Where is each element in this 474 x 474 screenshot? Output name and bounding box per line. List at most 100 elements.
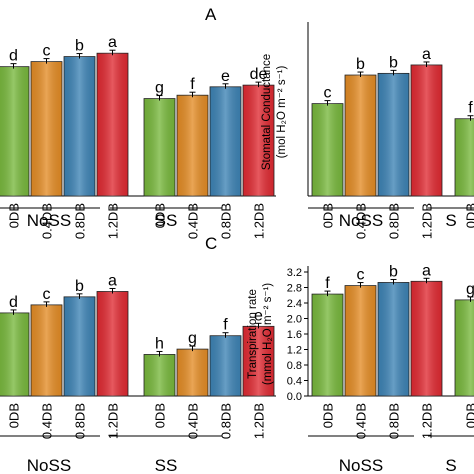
chart-panel-1: d 0DB c 0.4DB b 0.8DB a 1.2DB g 0DB f 0.4DB e 0.8DB de… xyxy=(0,34,276,239)
significance-letter: c xyxy=(324,85,332,102)
x-tick-label: 0DB xyxy=(7,403,22,428)
x-tick-label: 0.8DB xyxy=(219,403,234,439)
x-tick-label: 0DB xyxy=(7,203,22,228)
bar-shading xyxy=(455,118,474,196)
significance-letter: de xyxy=(250,66,268,83)
significance-letter: c xyxy=(357,267,365,284)
significance-letter: a xyxy=(108,272,117,289)
x-tick-label: 0.8DB xyxy=(387,203,402,239)
significance-letter: f xyxy=(325,275,330,292)
y-tick-label: 3.2 xyxy=(287,267,302,279)
bar-shading xyxy=(0,312,29,396)
significance-letter: b xyxy=(75,38,84,55)
chart-panel-2: Stomatal Conductance (mol H₂O m⁻² s⁻¹) c 0D… xyxy=(261,22,474,239)
x-tick-label: 1.2DB xyxy=(420,203,435,239)
bar-shading xyxy=(97,53,128,197)
x-tick-label: 0.8DB xyxy=(73,403,88,439)
y-axis-unit: (mol H₂O m⁻² s⁻¹) xyxy=(276,66,288,159)
bar-shading xyxy=(144,354,175,396)
significance-letter: g xyxy=(188,330,197,347)
significance-letter: c xyxy=(43,286,51,303)
y-axis-title: Stomatal Conductance xyxy=(261,54,273,170)
significance-letter: b xyxy=(75,278,84,295)
x-tick-label: 0.4DB xyxy=(354,203,369,239)
x-tick-label: 0DB xyxy=(321,203,336,228)
x-tick-label: 1.2DB xyxy=(420,403,435,439)
x-tick-label: 0DB xyxy=(321,403,336,428)
bar-shading xyxy=(411,281,442,396)
x-tick-label: 0DB xyxy=(464,403,474,428)
bar-shading xyxy=(243,326,274,396)
y-tick-label: 1.2 xyxy=(287,345,302,357)
bar-shading xyxy=(0,66,29,196)
significance-letter: a xyxy=(422,262,431,279)
significance-letter: c xyxy=(43,43,51,60)
y-axis-title: Transpiration rate xyxy=(247,289,259,379)
bar-shading xyxy=(210,335,241,396)
significance-letter: a xyxy=(108,34,117,51)
group-label: S xyxy=(445,456,456,474)
bar-shading xyxy=(177,95,208,196)
x-tick-label: 1.2DB xyxy=(252,403,267,439)
significance-letter: d xyxy=(9,48,18,65)
x-tick-label: 1.2DB xyxy=(106,403,121,439)
bar-shading xyxy=(243,85,274,196)
bar-shading xyxy=(378,282,409,396)
bar-shading xyxy=(177,349,208,396)
bar-shading xyxy=(345,75,376,196)
bar-shading xyxy=(312,103,343,196)
x-tick-label: 0.8DB xyxy=(387,403,402,439)
significance-letter: f xyxy=(468,100,473,117)
significance-letter: g xyxy=(155,80,164,97)
x-tick-label: 0.4DB xyxy=(186,403,201,439)
y-tick-label: 0.0 xyxy=(287,391,302,403)
y-tick-label: 0.8 xyxy=(287,360,302,372)
y-tick-label: 0.4 xyxy=(287,376,302,388)
panel-label-c: C xyxy=(205,234,217,253)
group-label: NoSS xyxy=(339,456,383,474)
x-tick-label: 0.4DB xyxy=(40,403,55,439)
y-tick-label: 2.8 xyxy=(287,283,302,295)
bar-shading xyxy=(97,291,128,396)
group-label: SS xyxy=(155,211,178,230)
bar-shading xyxy=(144,98,175,196)
group-label: S xyxy=(445,211,456,230)
bar-shading xyxy=(31,61,62,196)
chart-panel-3: d 0DB c 0.4DB b 0.8DB a 1.2DB h 0DB g 0.4DB f 0.8DB e 1… xyxy=(0,272,276,474)
bar-shading xyxy=(312,294,343,396)
group-label: SS xyxy=(155,456,178,474)
x-tick-label: 0.8DB xyxy=(219,203,234,239)
significance-letter: d xyxy=(9,294,18,311)
bar-shading xyxy=(345,285,376,396)
y-tick-label: 2.4 xyxy=(287,298,302,310)
x-tick-label: 1.2DB xyxy=(106,203,121,239)
panel-label-group: A C xyxy=(205,5,217,253)
chart-panel-4: 0.0 0.4 0.8 1.2 1.6 2.0 2.4 2.8 3.2 Transpiration… xyxy=(247,262,474,474)
significance-letter: e xyxy=(254,307,263,324)
significance-letter: b xyxy=(356,56,365,73)
y-tick-label: 2.0 xyxy=(287,314,302,326)
significance-letter: f xyxy=(190,76,195,93)
group-label: NoSS xyxy=(27,456,71,474)
x-tick-label: 1.2DB xyxy=(252,203,267,239)
significance-letter: h xyxy=(155,335,164,352)
significance-letter: e xyxy=(221,68,230,85)
significance-letter: f xyxy=(223,317,228,334)
group-label: NoSS xyxy=(339,211,383,230)
bar-shading xyxy=(210,86,241,196)
bar-shading xyxy=(411,64,442,197)
bar-shading xyxy=(455,299,474,396)
group-label: NoSS xyxy=(27,211,71,230)
bar-shading xyxy=(378,73,409,196)
panel-label-a: A xyxy=(205,5,217,24)
x-tick-label: 0.4DB xyxy=(186,203,201,239)
x-tick-label: 0DB xyxy=(464,203,474,228)
x-tick-label: 0.4DB xyxy=(40,203,55,239)
x-tick-label: 0DB xyxy=(153,403,168,428)
significance-letter: a xyxy=(422,46,431,63)
x-tick-label: 0.8DB xyxy=(73,203,88,239)
x-tick-label: 0DB xyxy=(153,203,168,228)
bar-shading xyxy=(31,304,62,396)
y-axis-unit: (mmol H₂O m⁻² s⁻¹) xyxy=(262,283,274,385)
